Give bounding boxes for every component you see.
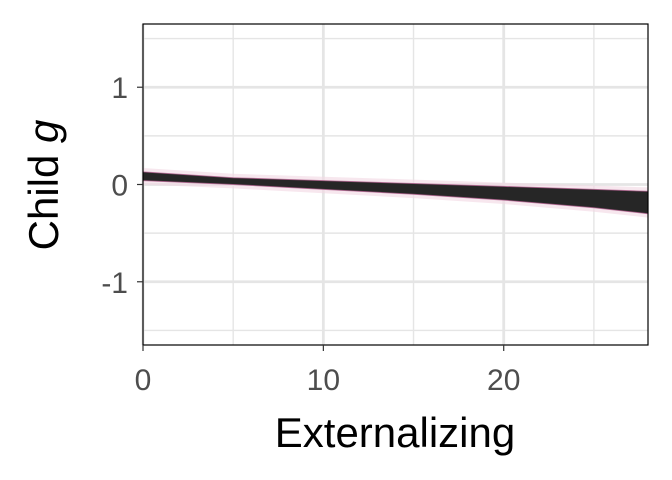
y-axis-title: Child g (20, 120, 67, 251)
x-axis-ticks: 0 10 20 (135, 345, 520, 397)
y-tick-label: 1 (111, 72, 128, 105)
y-tick-label: 0 (111, 170, 128, 203)
y-tick-label: -1 (101, 267, 128, 300)
x-tick-label: 20 (487, 364, 520, 397)
confidence-band (143, 168, 648, 218)
band-area (143, 171, 648, 215)
x-tick-label: 10 (307, 364, 340, 397)
y-axis-ticks: -1 0 1 (101, 72, 143, 300)
x-axis-title: Externalizing (275, 409, 515, 456)
x-tick-label: 0 (135, 364, 152, 397)
